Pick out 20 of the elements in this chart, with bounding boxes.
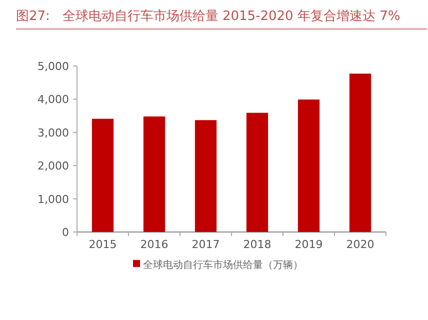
bar <box>246 112 268 232</box>
x-tick-label: 2015 <box>88 238 117 251</box>
x-tick-label: 2019 <box>294 238 323 251</box>
bar <box>298 100 320 232</box>
bar <box>194 120 217 232</box>
x-tick-label: 2017 <box>192 238 220 251</box>
y-tick-label: 0 <box>62 226 69 239</box>
y-tick-label: 5,000 <box>38 60 69 73</box>
y-tick-label: 2,000 <box>38 160 69 173</box>
y-tick-label: 3,000 <box>38 126 69 140</box>
bar <box>349 74 372 232</box>
legend-label: 全球电动自行车市场供给量（万辆） <box>143 259 303 271</box>
y-tick-label: 1,000 <box>38 192 69 206</box>
y-tick-label: 4,000 <box>38 93 69 106</box>
bar <box>92 118 114 232</box>
chart-title: 图27: 全球电动自行车市场供给量 2015-2020 年复合增速达 7% <box>16 9 400 24</box>
x-tick-label: 2020 <box>346 238 374 251</box>
x-tick-label: 2016 <box>140 238 168 251</box>
bar <box>143 116 166 232</box>
x-tick-label: 2018 <box>243 238 272 251</box>
